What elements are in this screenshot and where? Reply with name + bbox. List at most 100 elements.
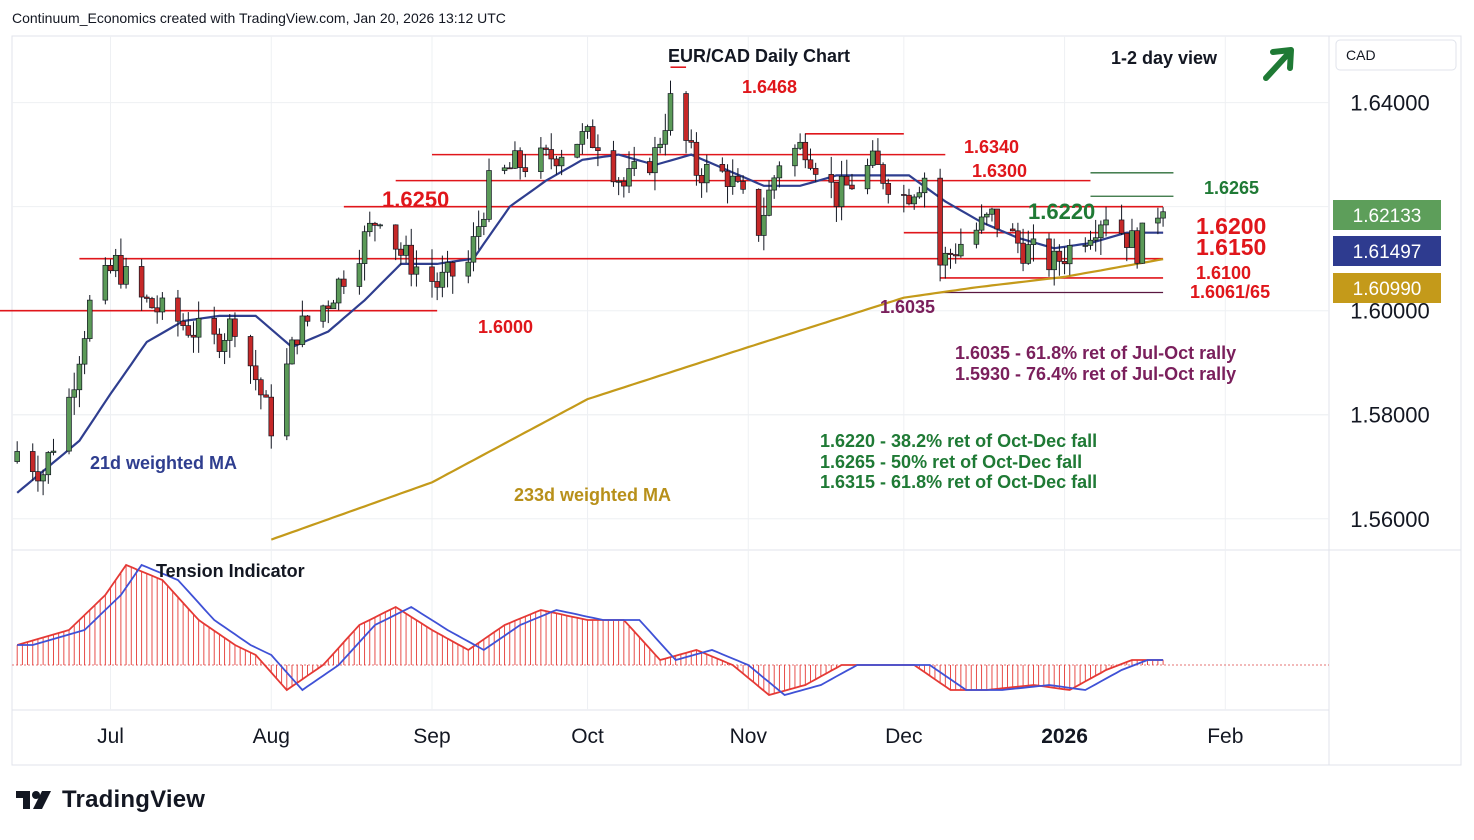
- candle: [761, 197, 767, 251]
- candle: [299, 300, 306, 348]
- candle: [149, 296, 155, 309]
- candle: [50, 438, 57, 456]
- candle: [1061, 246, 1068, 275]
- annotation-fib-1: 1.6035 - 61.8% ret of Jul-Oct rally: [955, 343, 1236, 363]
- candle: [652, 136, 658, 191]
- candle: [304, 315, 311, 327]
- candle: [1092, 219, 1099, 252]
- candle: [144, 294, 150, 303]
- level-label-1.6300: 1.6300: [972, 161, 1027, 181]
- candle: [361, 225, 368, 281]
- candle: [698, 168, 705, 198]
- candle: [626, 151, 632, 194]
- candle: [880, 162, 886, 190]
- candle: [1009, 223, 1016, 232]
- candle: [507, 162, 513, 170]
- candle: [631, 146, 637, 177]
- candle: [792, 144, 798, 177]
- candle: [1056, 244, 1063, 276]
- last-price-box: 1.62133: [1333, 200, 1441, 230]
- candle: [595, 134, 601, 167]
- moving-averages: [16, 153, 1164, 541]
- candle: [579, 123, 586, 155]
- candle: [367, 211, 373, 237]
- time-axis[interactable]: Jul Aug Sep Oct Nov Dec 2026 Feb: [97, 725, 1243, 748]
- candle: [45, 451, 52, 484]
- candle: [289, 336, 295, 365]
- candle: [335, 277, 342, 311]
- level-label-1.6150: 1.6150: [1196, 234, 1266, 260]
- candle: [553, 155, 560, 175]
- candle: [584, 124, 591, 139]
- candle: [1087, 230, 1094, 250]
- candle: [921, 172, 928, 208]
- candle: [615, 177, 622, 196]
- candle: [704, 154, 710, 193]
- candle: [802, 133, 809, 169]
- x-tick-label: Feb: [1207, 725, 1243, 748]
- candle: [766, 180, 772, 217]
- candle: [729, 159, 736, 195]
- candle: [372, 221, 378, 242]
- candle: [522, 154, 529, 178]
- y-tick-label: 1.58000: [1350, 403, 1430, 428]
- tension-line: [16, 563, 1164, 696]
- candle: [647, 157, 653, 176]
- annotation-fib-3: 1.6220 - 38.2% ret of Oct-Dec fall: [820, 431, 1097, 451]
- candle: [885, 178, 892, 204]
- level-label-1.6265: 1.6265: [1204, 178, 1259, 198]
- candle: [185, 312, 192, 338]
- candle: [180, 313, 186, 331]
- candle: [501, 164, 508, 175]
- candle: [35, 455, 41, 492]
- candle: [1020, 228, 1026, 272]
- candles[interactable]: [14, 80, 1166, 496]
- candle: [470, 222, 477, 272]
- x-tick-label: Oct: [571, 725, 604, 748]
- candle: [952, 243, 959, 264]
- ma233-label: 233d weighted MA: [514, 485, 671, 505]
- candle: [1155, 207, 1161, 235]
- sr-level-labels: 1.6468 1.6340 1.6300 1.6265 1.6250 1.6220 1.62…: [382, 77, 1270, 337]
- candle: [398, 242, 404, 266]
- candle: [408, 228, 414, 287]
- indicator-label: Tension Indicator: [156, 561, 305, 581]
- candle: [465, 250, 472, 284]
- candle: [1051, 238, 1057, 286]
- candle: [574, 143, 580, 159]
- candle: [937, 168, 943, 282]
- candle: [512, 141, 518, 169]
- candle: [901, 184, 907, 213]
- candle: [797, 133, 803, 150]
- currency-label: CAD: [1346, 47, 1376, 63]
- tradingview-logo[interactable]: TradingView: [14, 786, 205, 814]
- candle: [1124, 232, 1130, 262]
- candle: [683, 91, 689, 154]
- brand-name: TradingView: [62, 786, 206, 813]
- candle: [413, 250, 420, 287]
- y-tick-label: 1.56000: [1350, 507, 1430, 532]
- candle: [123, 257, 129, 289]
- candle: [828, 156, 834, 199]
- candle: [849, 173, 855, 190]
- candle: [994, 208, 1000, 238]
- candle: [1139, 222, 1146, 264]
- candle: [1082, 237, 1089, 253]
- candle: [662, 113, 669, 156]
- candle: [232, 312, 238, 348]
- currency-box[interactable]: [1335, 39, 1457, 71]
- ma21-price-box: 1.61497: [1333, 236, 1441, 266]
- candle: [195, 301, 202, 353]
- annotation-fib-2: 1.5930 - 76.4% ret of Jul-Oct rally: [955, 364, 1236, 384]
- candle: [227, 314, 233, 358]
- candle: [657, 137, 663, 154]
- candle: [543, 144, 549, 156]
- candle: [284, 348, 290, 441]
- x-tick-label: Aug: [253, 725, 290, 748]
- candle: [1134, 227, 1140, 269]
- candle: [688, 129, 694, 149]
- y-tick-label: 1.64000: [1350, 91, 1430, 116]
- candle: [771, 175, 777, 199]
